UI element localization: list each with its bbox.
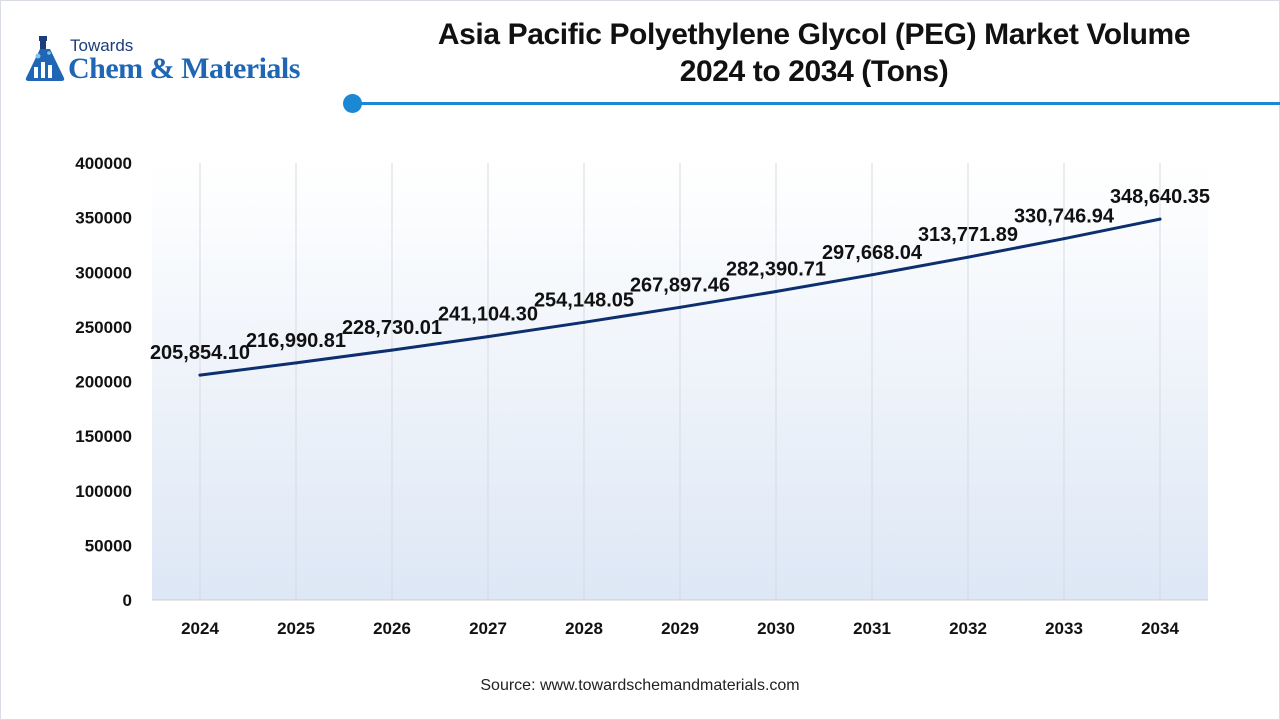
data-point — [1158, 217, 1162, 221]
x-tick-label: 2026 — [373, 619, 411, 638]
y-tick-label: 350000 — [75, 209, 132, 228]
data-point — [582, 320, 586, 324]
data-point — [966, 255, 970, 259]
source-text: Source: www.towardschemandmaterials.com — [480, 677, 800, 694]
data-label: 267,897.46 — [630, 274, 730, 296]
data-point — [390, 348, 394, 352]
y-tick-label: 200000 — [75, 373, 132, 392]
y-tick-label: 0 — [123, 591, 132, 610]
data-point — [678, 305, 682, 309]
brand-towards: Towards — [70, 36, 134, 55]
x-tick-label: 2029 — [661, 619, 699, 638]
chart-title: Asia Pacific Polyethylene Glycol (PEG) M… — [400, 16, 1228, 90]
divider-dot — [343, 94, 362, 113]
x-tick-label: 2027 — [469, 619, 507, 638]
data-label: 313,771.89 — [918, 224, 1018, 246]
data-label: 297,668.04 — [822, 242, 923, 264]
title-line-1: Asia Pacific Polyethylene Glycol (PEG) M… — [437, 18, 1191, 51]
data-label: 205,854.10 — [150, 342, 250, 364]
x-tick-label: 2033 — [1045, 619, 1083, 638]
data-point — [1062, 237, 1066, 241]
x-tick-label: 2030 — [757, 619, 795, 638]
data-point — [486, 335, 490, 339]
data-point — [198, 373, 202, 377]
data-label: 254,148.05 — [534, 289, 634, 311]
x-tick-label: 2032 — [949, 619, 987, 638]
data-point — [294, 361, 298, 365]
data-label: 348,640.35 — [1110, 186, 1210, 208]
brand-logo: Towards Chem & Materials — [22, 34, 342, 86]
x-tick-label: 2024 — [181, 619, 219, 638]
y-tick-label: 150000 — [75, 427, 132, 446]
brand-name: Chem & Materials — [68, 52, 300, 85]
data-point — [774, 289, 778, 293]
x-tick-label: 2025 — [277, 619, 315, 638]
x-tick-label: 2028 — [565, 619, 603, 638]
title-divider — [353, 102, 1280, 105]
data-point — [870, 273, 874, 277]
y-tick-label: 250000 — [75, 318, 132, 337]
y-tick-label: 400000 — [75, 154, 132, 173]
data-label: 330,746.94 — [1014, 206, 1115, 228]
data-label: 228,730.01 — [342, 317, 442, 339]
data-label: 241,104.30 — [438, 304, 538, 326]
x-tick-label: 2034 — [1141, 619, 1179, 638]
y-tick-label: 100000 — [75, 482, 132, 501]
x-tick-label: 2031 — [853, 619, 891, 638]
title-line-2: 2024 to 2034 (Tons) — [679, 55, 949, 88]
data-label: 282,390.71 — [726, 258, 826, 280]
data-label: 216,990.81 — [246, 330, 346, 352]
y-tick-label: 300000 — [75, 263, 132, 282]
y-tick-label: 50000 — [85, 536, 132, 555]
flask-icon — [25, 36, 65, 81]
line-chart: 0 50000 100000 150000 200000 250000 300000 3500… — [75, 154, 1210, 638]
